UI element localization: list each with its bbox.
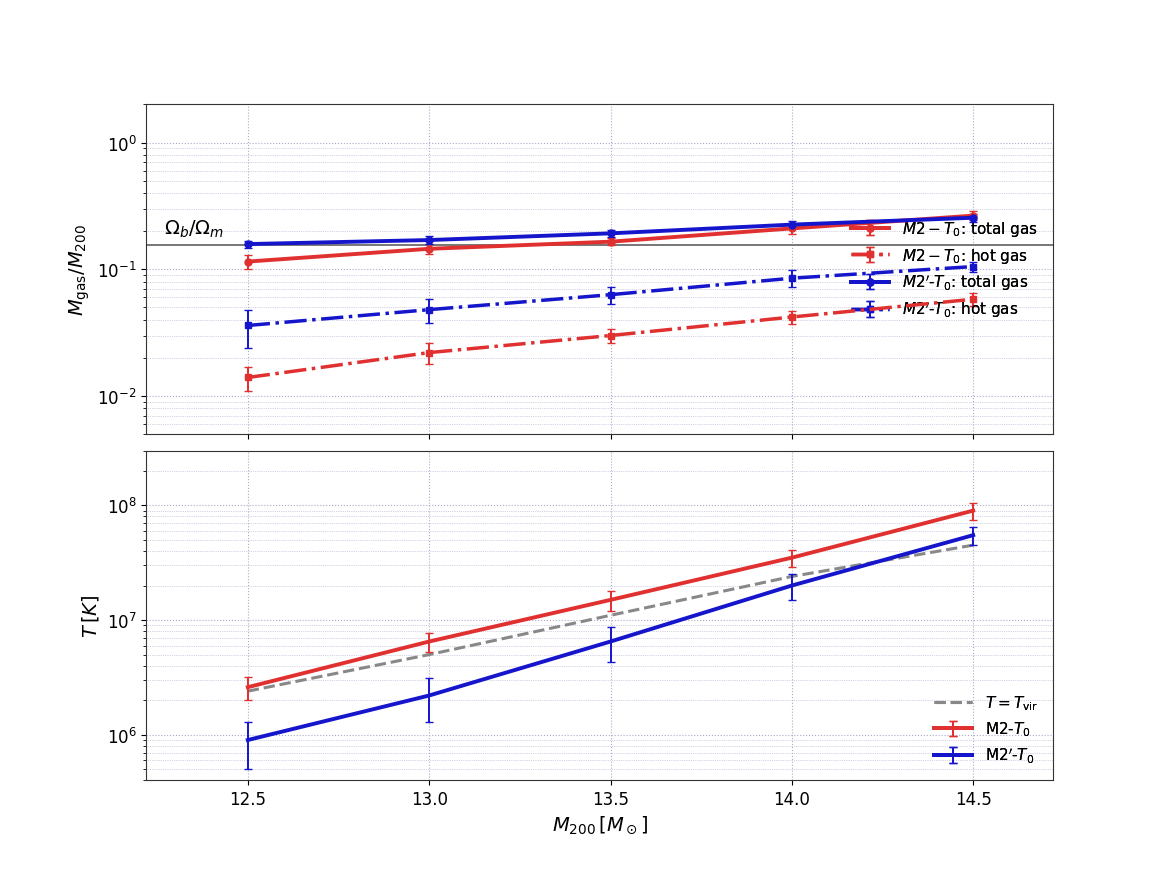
$T=T_{\mathrm{vir}}$	[604, 610, 618, 621]
$T=T_{\mathrm{vir}}$	[241, 686, 255, 696]
Legend: $T=T_{\mathrm{vir}}$, $\mathrm{M2}$-$T_0$, $\mathrm{M2}^{\prime}$-$T_0$: $T=T_{\mathrm{vir}}$, $\mathrm{M2}$-$T_0…	[927, 686, 1045, 773]
Text: $\Omega_b/\Omega_m$: $\Omega_b/\Omega_m$	[165, 218, 225, 239]
$T=T_{\mathrm{vir}}$	[785, 572, 799, 582]
X-axis label: $M_{200}\,[M_\odot]$: $M_{200}\,[M_\odot]$	[551, 814, 648, 836]
Legend: $M2-T_0$: total gas, $M2-T_0$: hot gas, $M2^{\prime}$-$T_0$: total gas, $M2^{\pr: $M2-T_0$: total gas, $M2-T_0$: hot gas, …	[844, 212, 1045, 328]
Line: $T=T_{\mathrm{vir}}$: $T=T_{\mathrm{vir}}$	[248, 545, 973, 691]
$T=T_{\mathrm{vir}}$	[422, 650, 436, 660]
Y-axis label: $M_{\mathrm{gas}}/M_{200}$: $M_{\mathrm{gas}}/M_{200}$	[67, 224, 91, 316]
$T=T_{\mathrm{vir}}$	[966, 540, 980, 551]
Y-axis label: $T\,[K]$: $T\,[K]$	[80, 595, 101, 638]
